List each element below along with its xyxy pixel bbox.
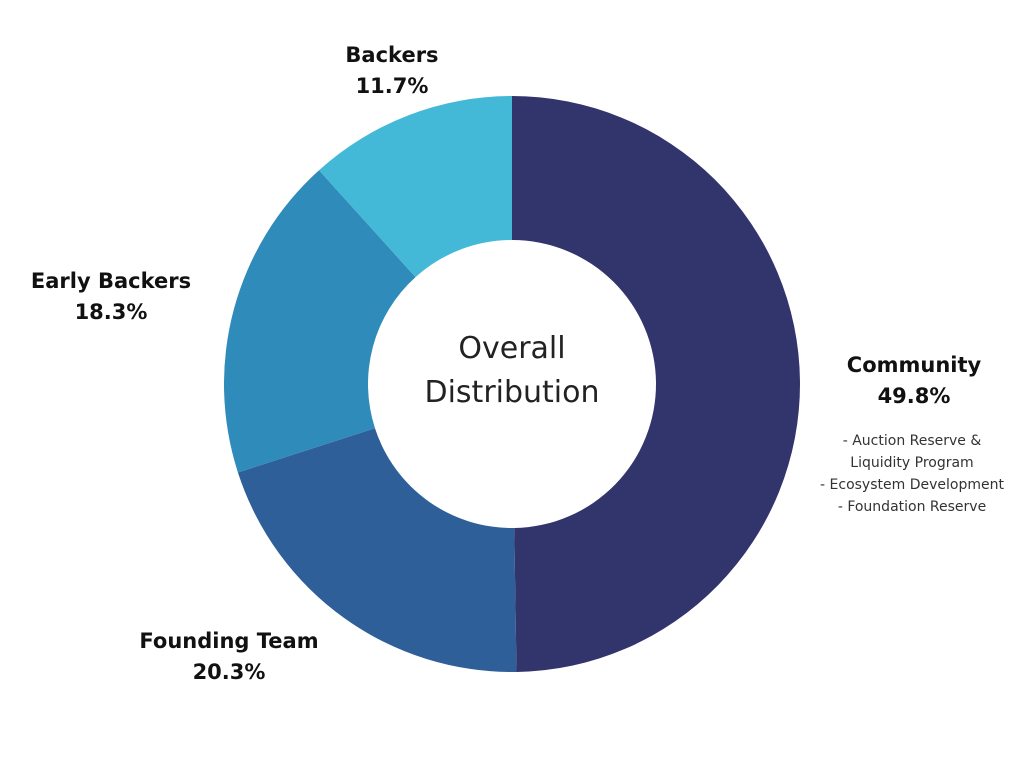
community-note-2: Liquidity Program: [850, 455, 974, 471]
center-title: Overall Distribution: [392, 327, 632, 415]
slice-label-founding-team: Founding Team 20.3%: [128, 626, 330, 688]
slice-label-community: Community 49.8%: [836, 350, 992, 412]
slice-name-community: Community: [846, 353, 982, 377]
slice-name-backers: Backers: [345, 43, 439, 67]
slice-early-backers: [223, 170, 416, 473]
slice-value-early-backers: 18.3%: [74, 300, 148, 324]
donut-slices: [223, 96, 800, 672]
slice-label-backers: Backers 11.7%: [322, 40, 462, 102]
center-title-line-1: Overall: [458, 331, 566, 366]
community-note-4: - Foundation Reserve: [837, 499, 987, 515]
community-note-1: - Auction Reserve &: [842, 433, 982, 449]
center-title-line-2: Distribution: [424, 375, 600, 410]
community-notes: - Auction Reserve & Liquidity Program - …: [804, 430, 1020, 518]
community-note-3: - Ecosystem Development: [820, 477, 1004, 493]
slice-name-early-backers: Early Backers: [30, 269, 192, 293]
slice-community: [512, 96, 800, 672]
slice-value-backers: 11.7%: [355, 74, 429, 98]
slice-backers: [318, 96, 512, 278]
slice-founding-team: [237, 428, 517, 672]
slice-name-founding-team: Founding Team: [139, 629, 319, 653]
slice-value-founding-team: 20.3%: [192, 660, 266, 684]
slice-value-community: 49.8%: [877, 384, 951, 408]
slice-label-early-backers: Early Backers 18.3%: [20, 266, 202, 328]
